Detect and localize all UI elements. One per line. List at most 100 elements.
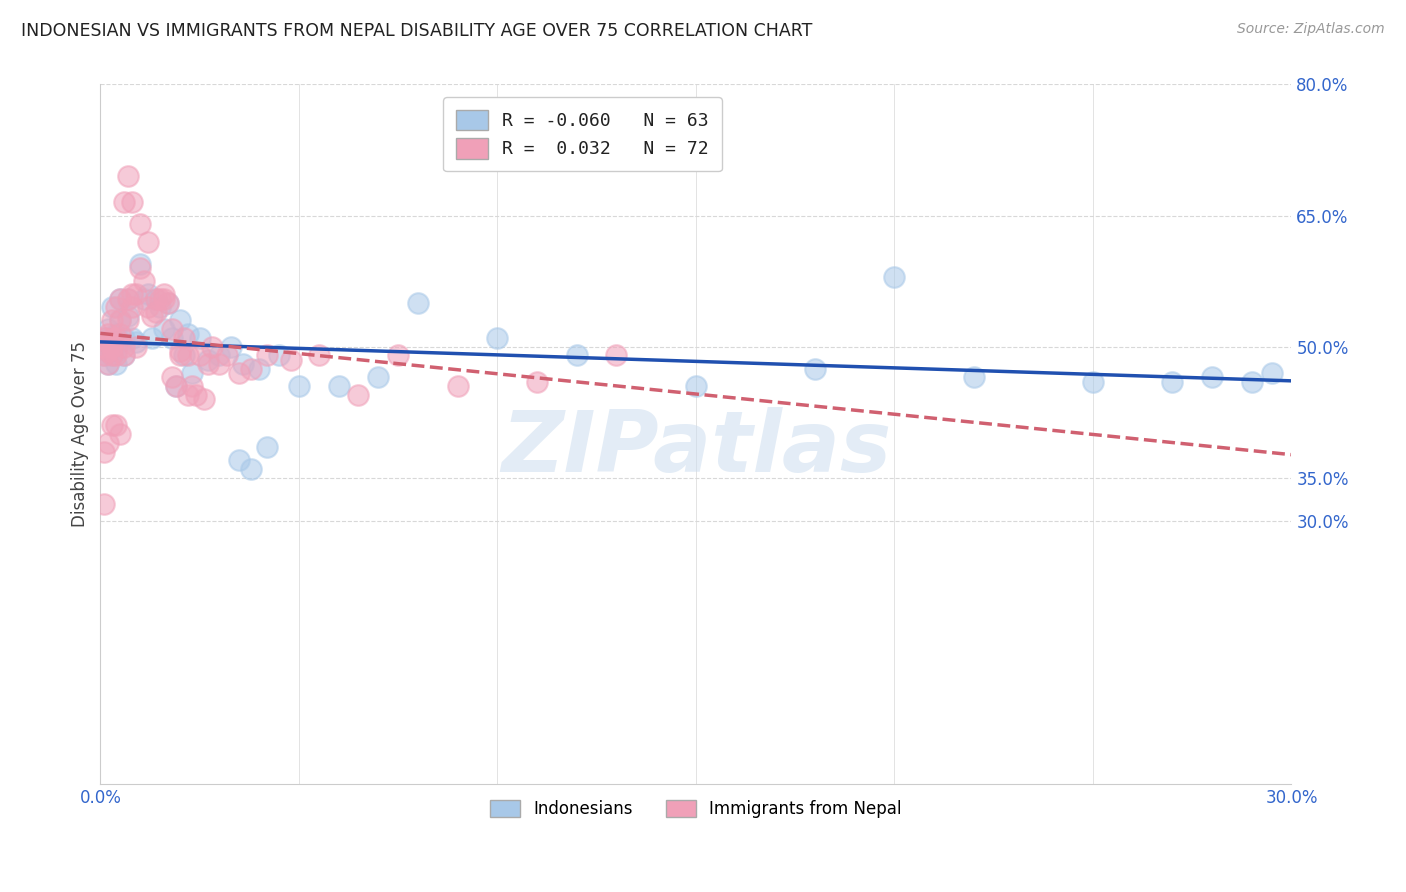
Point [141,309,163,323]
Point [347,388,370,402]
Point [180,379,202,393]
Point [117,309,139,323]
Point [173,331,195,345]
Point [256,348,278,362]
Point [121,287,143,301]
Point [136,235,159,249]
Point [97,322,120,336]
Point [145,292,167,306]
Point [149,301,172,315]
Point [176,388,198,402]
Point [228,453,250,467]
Point [447,379,470,393]
Point [97,335,120,350]
Point [160,370,183,384]
Point [526,375,548,389]
Point [176,326,198,341]
Point [883,269,905,284]
Text: INDONESIAN VS IMMIGRANTS FROM NEPAL DISABILITY AGE OVER 75 CORRELATION CHART: INDONESIAN VS IMMIGRANTS FROM NEPAL DISA… [21,22,813,40]
Point [112,331,135,345]
Point [153,287,176,301]
Point [121,331,143,345]
Point [97,326,120,341]
Point [93,331,115,345]
Point [136,287,159,301]
Point [197,352,219,367]
Point [108,292,131,306]
Point [93,348,115,362]
Point [188,348,211,362]
Point [101,301,124,315]
Point [197,357,219,371]
Point [117,292,139,306]
Point [145,304,167,318]
Point [280,352,302,367]
Point [188,331,211,345]
Point [93,340,115,354]
Point [101,418,124,433]
Point [93,348,115,362]
Point [1081,375,1104,389]
Point [97,357,120,371]
Legend: Indonesians, Immigrants from Nepal: Indonesians, Immigrants from Nepal [484,793,908,824]
Point [208,357,231,371]
Point [256,440,278,454]
Point [1201,370,1223,384]
Point [97,357,120,371]
Point [228,366,250,380]
Point [101,340,124,354]
Point [1161,375,1184,389]
Point [101,348,124,362]
Point [267,348,290,362]
Point [963,370,986,384]
Point [176,348,198,362]
Point [108,427,131,442]
Point [101,340,124,354]
Point [240,462,263,476]
Point [565,348,588,362]
Point [145,292,167,306]
Point [288,379,311,393]
Point [169,348,191,362]
Point [93,340,115,354]
Point [125,287,148,301]
Point [117,292,139,306]
Point [169,344,191,359]
Point [149,292,172,306]
Point [240,361,263,376]
Point [112,195,135,210]
Point [121,301,143,315]
Text: Source: ZipAtlas.com: Source: ZipAtlas.com [1237,22,1385,37]
Point [105,418,128,433]
Point [1260,366,1282,380]
Point [180,366,202,380]
Point [136,301,159,315]
Point [112,348,135,362]
Point [105,331,128,345]
Point [108,313,131,327]
Point [160,331,183,345]
Y-axis label: Disability Age Over 75: Disability Age Over 75 [72,341,89,527]
Point [97,344,120,359]
Point [105,344,128,359]
Point [208,348,231,362]
Point [685,379,707,393]
Point [387,348,409,362]
Point [221,340,243,354]
Point [112,348,135,362]
Point [156,296,179,310]
Point [93,331,115,345]
Point [486,331,509,345]
Point [101,331,124,345]
Point [406,296,429,310]
Point [328,379,350,393]
Point [804,361,827,376]
Point [169,313,191,327]
Point [232,357,254,371]
Point [97,435,120,450]
Point [105,348,128,362]
Point [141,331,163,345]
Point [184,388,207,402]
Point [108,292,131,306]
Point [153,292,176,306]
